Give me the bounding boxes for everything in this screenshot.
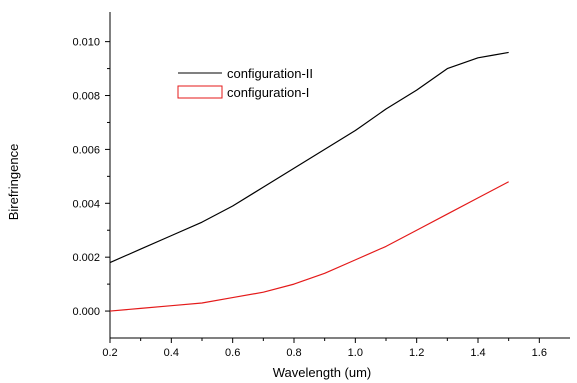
y-tick-label: 0.006 [72, 144, 100, 156]
y-axis-title: Birefringence [6, 144, 21, 221]
y-ticks: 0.000 0.002 0.004 0.006 0.008 0.010 [72, 37, 110, 318]
legend-label-series-2: configuration-I [227, 85, 309, 100]
legend: configuration-II configuration-I [177, 66, 313, 100]
x-tick-label: 0.8 [286, 347, 301, 359]
legend-label-series-1: configuration-II [227, 66, 313, 81]
y-tick-label: 0.004 [72, 198, 100, 210]
x-ticks: 0.2 0.4 0.6 0.8 1.0 1.2 1.4 1.6 [102, 338, 547, 359]
y-tick-label: 0.000 [72, 306, 100, 318]
y-tick-label: 0.010 [72, 37, 100, 49]
x-tick-label: 1.6 [532, 347, 547, 359]
y-tick-label: 0.008 [72, 91, 100, 103]
x-tick-label: 1.2 [409, 347, 424, 359]
y-tick-label: 0.002 [72, 252, 100, 264]
x-tick-label: 0.2 [102, 347, 117, 359]
series-layer [109, 51, 509, 312]
x-tick-label: 1.4 [470, 347, 485, 359]
x-tick-label: 1.0 [348, 347, 363, 359]
series-line-1 [109, 51, 509, 264]
x-axis-title: Wavelength (um) [273, 365, 372, 380]
x-tick-label: 0.6 [225, 347, 240, 359]
x-tick-label: 0.4 [164, 347, 179, 359]
plot-area: 0.2 0.4 0.6 0.8 1.0 1.2 1.4 1.6 0.000 0.002 0.004… [72, 12, 570, 359]
legend-swatch-series-2 [177, 85, 223, 99]
series-line-2 [109, 181, 509, 312]
